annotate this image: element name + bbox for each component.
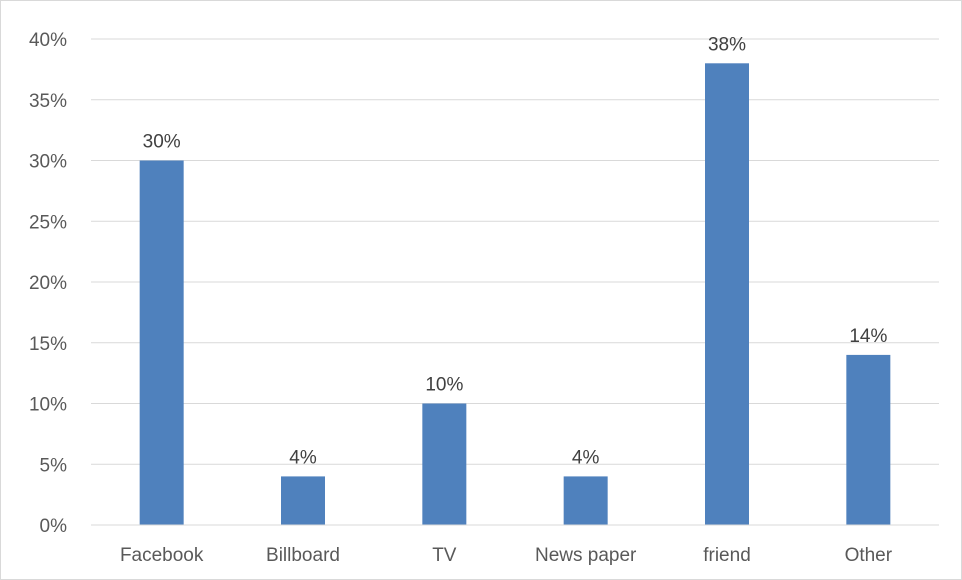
- x-tick-label: friend: [703, 545, 751, 566]
- y-tick-label: 20%: [29, 273, 67, 294]
- bars: [139, 63, 891, 526]
- data-label: 4%: [289, 447, 317, 468]
- x-tick-label: Billboard: [266, 545, 340, 566]
- bar: [846, 354, 891, 525]
- y-tick-label: 25%: [29, 212, 67, 233]
- bar: [281, 476, 325, 525]
- x-tick-label: Other: [845, 545, 893, 566]
- data-label: 38%: [708, 34, 746, 55]
- y-tick-label: 15%: [29, 334, 67, 355]
- y-tick-label: 5%: [40, 455, 68, 476]
- x-tick-label: Facebook: [120, 545, 204, 566]
- x-tick-label: TV: [432, 545, 457, 566]
- data-label: 4%: [572, 447, 600, 468]
- gridlines: [91, 38, 939, 465]
- y-tick-label: 0%: [40, 516, 68, 537]
- bar: [705, 63, 749, 526]
- bar: [563, 476, 608, 525]
- y-tick-label: 30%: [29, 152, 67, 173]
- x-tick-label: News paper: [535, 545, 637, 566]
- bar: [422, 403, 467, 525]
- bar: [139, 160, 184, 525]
- x-axis-tick-labels: Facebook Billboard TV News paper friend Other: [120, 545, 893, 566]
- data-label: 30%: [143, 132, 181, 153]
- y-tick-label: 10%: [29, 395, 67, 416]
- data-labels: 30% 4% 10% 4% 38% 14%: [143, 34, 888, 468]
- data-label: 14%: [849, 326, 887, 347]
- y-axis-tick-labels: 0% 5% 10% 15% 20% 25% 30% 35% 40%: [29, 30, 67, 537]
- y-tick-label: 35%: [29, 91, 67, 112]
- data-label: 10%: [425, 375, 463, 396]
- y-tick-label: 40%: [29, 30, 67, 51]
